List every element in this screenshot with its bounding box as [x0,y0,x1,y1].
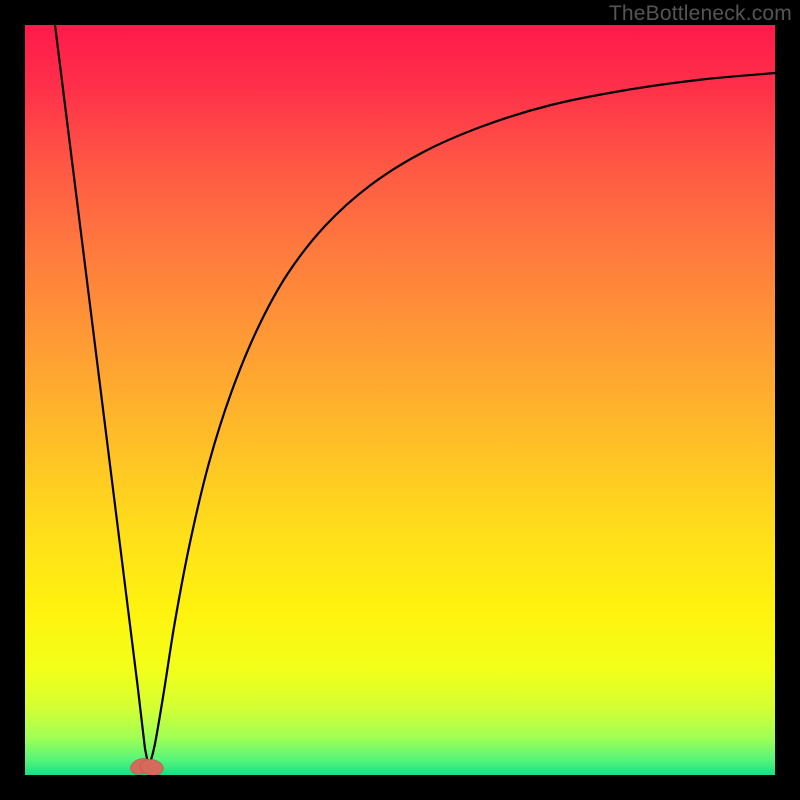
plot-background [25,25,775,775]
chart-svg [0,0,800,800]
chart-container: TheBottleneck.com [0,0,800,800]
watermark-text: TheBottleneck.com [609,2,792,26]
